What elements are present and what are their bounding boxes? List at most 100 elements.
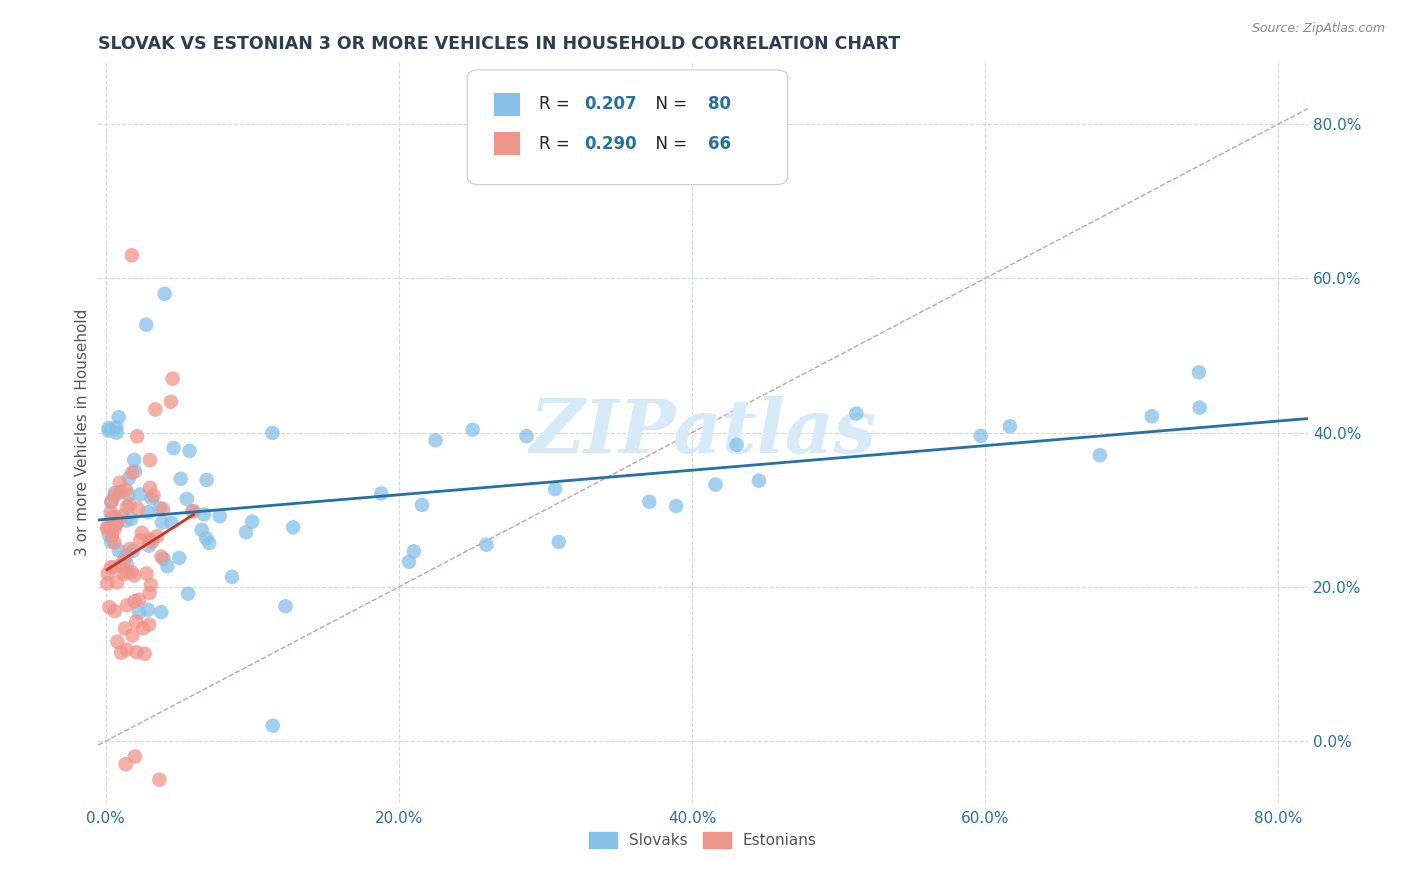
- Point: [142, 489, 165, 503]
- Point: [122, 568, 145, 582]
- Text: 0.207: 0.207: [585, 95, 637, 113]
- Point: [97, 527, 120, 541]
- Point: [274, 599, 297, 614]
- Point: [104, 486, 127, 500]
- Point: [138, 586, 160, 600]
- Point: [96, 522, 118, 536]
- Point: [120, 512, 142, 526]
- Point: [129, 533, 152, 548]
- Point: [115, 483, 138, 497]
- Point: [122, 453, 145, 467]
- Point: [262, 425, 284, 440]
- Point: [103, 522, 125, 536]
- Point: [235, 525, 257, 540]
- Point: [970, 429, 993, 443]
- Point: [115, 598, 138, 612]
- Point: [160, 516, 183, 530]
- Point: [704, 477, 727, 491]
- Point: [149, 500, 172, 515]
- Point: [96, 520, 118, 534]
- Point: [97, 566, 120, 581]
- Point: [104, 509, 127, 524]
- Point: [124, 749, 146, 764]
- Point: [475, 538, 498, 552]
- Point: [208, 509, 231, 524]
- Point: [107, 410, 129, 425]
- Text: N =: N =: [645, 95, 692, 113]
- Point: [101, 513, 124, 527]
- Point: [122, 543, 145, 558]
- Point: [115, 565, 138, 579]
- Point: [198, 536, 221, 550]
- Point: [136, 505, 159, 519]
- Point: [139, 578, 162, 592]
- FancyBboxPatch shape: [494, 93, 520, 116]
- Point: [138, 532, 160, 546]
- Point: [162, 441, 184, 455]
- Point: [150, 516, 173, 530]
- Point: [1188, 365, 1211, 379]
- Text: SLOVAK VS ESTONIAN 3 OR MORE VEHICLES IN HOUSEHOLD CORRELATION CHART: SLOVAK VS ESTONIAN 3 OR MORE VEHICLES IN…: [98, 35, 901, 53]
- Point: [135, 318, 157, 332]
- Point: [105, 420, 128, 434]
- Point: [181, 504, 204, 518]
- Point: [105, 425, 128, 440]
- Point: [136, 603, 159, 617]
- Point: [103, 560, 125, 574]
- Point: [121, 248, 143, 262]
- Point: [1188, 401, 1211, 415]
- Point: [118, 471, 141, 485]
- Legend: Slovaks, Estonians: Slovaks, Estonians: [583, 826, 823, 855]
- Point: [125, 645, 148, 659]
- Point: [195, 473, 218, 487]
- Point: [97, 424, 120, 438]
- Point: [665, 499, 688, 513]
- Point: [132, 621, 155, 635]
- Point: [100, 560, 122, 574]
- Point: [398, 555, 420, 569]
- Point: [129, 487, 152, 501]
- Text: ZIPatlas: ZIPatlas: [530, 396, 876, 469]
- Point: [101, 528, 124, 542]
- Point: [183, 504, 205, 518]
- Point: [179, 444, 201, 458]
- Text: Source: ZipAtlas.com: Source: ZipAtlas.com: [1251, 22, 1385, 36]
- Point: [104, 488, 127, 502]
- Point: [111, 509, 134, 524]
- Point: [124, 465, 146, 479]
- Point: [638, 495, 661, 509]
- Point: [103, 535, 125, 549]
- Point: [190, 523, 212, 537]
- Point: [115, 548, 138, 562]
- Point: [104, 604, 127, 618]
- Text: 0.290: 0.290: [585, 135, 637, 153]
- Point: [112, 567, 135, 582]
- Point: [104, 517, 127, 532]
- Point: [1088, 448, 1111, 462]
- Point: [402, 544, 425, 558]
- Point: [195, 531, 218, 545]
- Point: [110, 485, 132, 500]
- Point: [96, 576, 118, 591]
- Point: [150, 549, 173, 564]
- Point: [262, 719, 284, 733]
- Point: [998, 419, 1021, 434]
- Point: [125, 615, 148, 629]
- Point: [240, 515, 263, 529]
- Point: [461, 423, 484, 437]
- Point: [162, 371, 184, 385]
- Point: [193, 508, 215, 522]
- Point: [725, 438, 748, 452]
- Point: [115, 500, 138, 514]
- Point: [547, 535, 569, 549]
- Point: [152, 502, 174, 516]
- Point: [544, 482, 567, 496]
- Point: [100, 534, 122, 549]
- Point: [370, 486, 392, 500]
- Point: [115, 514, 138, 528]
- Point: [127, 429, 149, 443]
- FancyBboxPatch shape: [467, 70, 787, 185]
- Point: [139, 534, 162, 549]
- Point: [283, 520, 305, 534]
- Point: [112, 553, 135, 567]
